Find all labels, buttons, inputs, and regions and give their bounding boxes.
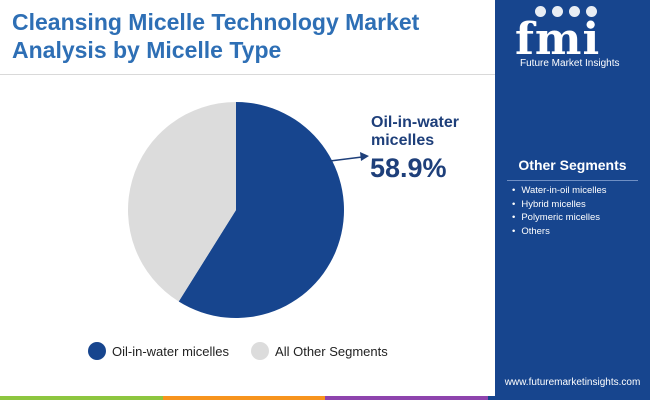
logo-icons bbox=[535, 6, 603, 17]
segment-label: Hybrid micelles bbox=[521, 198, 586, 210]
callout-value: 58.9% bbox=[370, 153, 447, 183]
pie-chart bbox=[127, 102, 369, 318]
legend-label-other: All Other Segments bbox=[275, 343, 388, 359]
legend-swatch-oil-in-water bbox=[88, 342, 106, 360]
pie-slice-oil-in-water-micelles bbox=[178, 102, 344, 318]
logo-dot-icon bbox=[569, 6, 580, 17]
legend-item-oil-in-water: Oil-in-water micelles bbox=[88, 342, 229, 360]
pie-slice-all-other-segments bbox=[127, 102, 236, 302]
title-divider bbox=[0, 74, 495, 75]
bottom-bar-segment bbox=[325, 396, 488, 400]
bottom-bar-segment bbox=[0, 396, 163, 400]
logo-dot-icon bbox=[535, 6, 546, 17]
segment-item: • Hybrid micelles bbox=[512, 198, 607, 212]
callout-label-line-1: Oil-in-water bbox=[371, 114, 460, 131]
callout-line bbox=[329, 156, 363, 162]
page-title: Cleansing Micelle Technology Market Anal… bbox=[12, 8, 482, 64]
callout-label: Oil-in-water micelles bbox=[371, 114, 491, 150]
fmi-logo: fmi Future Market Insights bbox=[495, 0, 650, 80]
bullet-icon: • bbox=[512, 198, 516, 210]
website-link[interactable]: www.futuremarketinsights.com bbox=[504, 377, 641, 388]
bottom-bar-segment bbox=[487, 396, 650, 400]
segment-item: • Water-in-oil micelles bbox=[512, 184, 607, 198]
segment-label: Polymeric micelles bbox=[521, 212, 600, 223]
segment-label: Others bbox=[521, 225, 550, 237]
other-segments-list: • Water-in-oil micelles • Hybrid micelles … bbox=[512, 184, 607, 238]
legend-label-oil-in-water: Oil-in-water micelles bbox=[112, 343, 230, 359]
callout-label-line-2: micelles bbox=[371, 132, 435, 149]
bullet-icon: • bbox=[512, 225, 516, 237]
callout-arrow bbox=[329, 152, 369, 162]
bullet-icon: • bbox=[512, 212, 516, 223]
segment-item: • Others bbox=[512, 225, 607, 239]
title-line-2: Analysis by Micelle Type bbox=[12, 37, 282, 63]
legend-item-other: All Other Segments bbox=[251, 342, 388, 360]
bullet-icon: • bbox=[512, 185, 516, 196]
chart-legend: Oil-in-water micelles All Other Segments bbox=[88, 342, 410, 360]
bottom-color-bar bbox=[0, 396, 650, 400]
logo-dot-icon bbox=[586, 6, 597, 17]
segment-label: Water-in-oil micelles bbox=[521, 185, 607, 196]
bottom-bar-segment bbox=[162, 396, 325, 400]
title-line-1: Cleansing Micelle Technology Market bbox=[12, 9, 420, 35]
legend-swatch-other bbox=[251, 342, 270, 360]
pie-group bbox=[127, 102, 344, 318]
segment-item: • Polymeric micelles bbox=[512, 211, 607, 225]
callout-arrowhead bbox=[360, 152, 369, 161]
logo-subtitle: Future Market Insights bbox=[520, 58, 620, 69]
logo-letters: fmi bbox=[515, 14, 601, 65]
side-panel: fmi Future Market Insights Other Segment… bbox=[495, 0, 650, 400]
logo-dot-icon bbox=[552, 6, 563, 17]
segments-divider bbox=[507, 180, 638, 181]
other-segments-heading: Other Segments bbox=[518, 157, 627, 173]
